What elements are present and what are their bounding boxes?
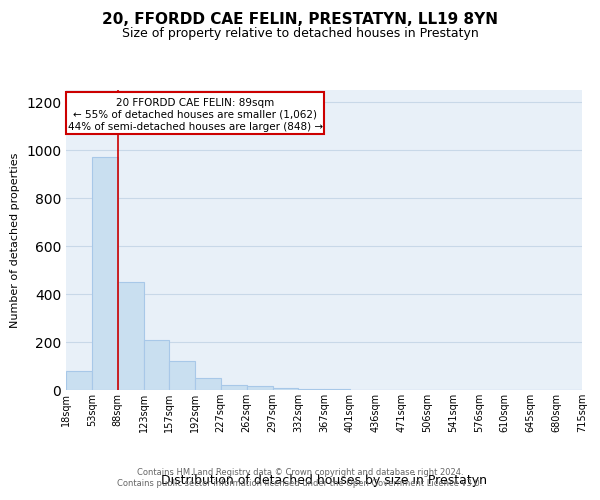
Bar [144, 340, 169, 390]
Bar [66, 371, 92, 390]
X-axis label: Distribution of detached houses by size in Prestatyn: Distribution of detached houses by size … [161, 474, 487, 487]
Text: Size of property relative to detached houses in Prestatyn: Size of property relative to detached ho… [122, 28, 478, 40]
Bar [169, 361, 195, 390]
Bar [272, 388, 298, 390]
Bar [247, 386, 272, 390]
Bar [298, 389, 325, 390]
Bar [195, 378, 221, 390]
Bar [92, 157, 118, 390]
Y-axis label: Number of detached properties: Number of detached properties [10, 152, 20, 328]
Text: Contains HM Land Registry data © Crown copyright and database right 2024.
Contai: Contains HM Land Registry data © Crown c… [118, 468, 482, 487]
Bar [66, 92, 325, 134]
Text: 44% of semi-detached houses are larger (848) →: 44% of semi-detached houses are larger (… [68, 122, 323, 132]
Text: ← 55% of detached houses are smaller (1,062): ← 55% of detached houses are smaller (1,… [73, 110, 317, 120]
Text: 20, FFORDD CAE FELIN, PRESTATYN, LL19 8YN: 20, FFORDD CAE FELIN, PRESTATYN, LL19 8Y… [102, 12, 498, 28]
Bar [118, 282, 144, 390]
Text: 20 FFORDD CAE FELIN: 89sqm: 20 FFORDD CAE FELIN: 89sqm [116, 98, 274, 108]
Bar [221, 385, 247, 390]
